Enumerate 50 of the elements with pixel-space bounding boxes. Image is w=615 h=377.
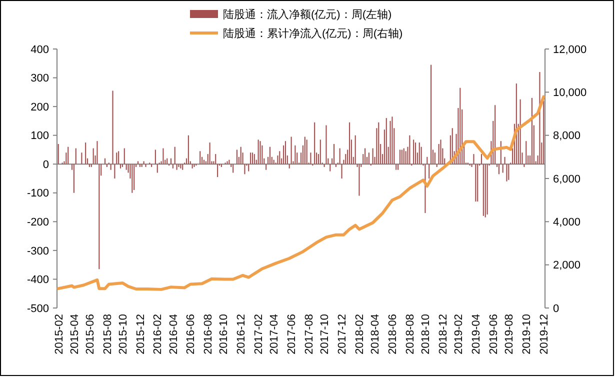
x-tick-label: 2016-08 bbox=[202, 314, 215, 354]
x-tick-label: 2015-04 bbox=[68, 314, 81, 354]
x-tick-label: 2018-02 bbox=[354, 314, 366, 354]
y2-tick-label: 8,000 bbox=[553, 130, 581, 142]
x-tick-label: 2018-12 bbox=[438, 314, 450, 354]
y-tick-label: 200 bbox=[30, 101, 49, 114]
x-tick-label: 2016-10 bbox=[218, 314, 230, 354]
legend-label: 陆股通：累计净流入(亿元)：周(右轴) bbox=[223, 26, 403, 40]
y2-tick-label: 0 bbox=[553, 302, 560, 315]
y-tick-label: -500 bbox=[26, 302, 49, 315]
y-tick-label: 0 bbox=[42, 158, 49, 171]
x-tick-label: 2015-12 bbox=[134, 314, 147, 354]
y2-tick-label: 10,000 bbox=[553, 87, 587, 100]
x-tick-label: 2016-12 bbox=[236, 314, 248, 354]
y-tick-label: 400 bbox=[30, 44, 49, 56]
x-tick-label: 2017-12 bbox=[336, 314, 349, 354]
x-tick-label: 2017-02 bbox=[253, 314, 266, 354]
y2-tick-label: 2,000 bbox=[553, 260, 581, 272]
x-tick-label: 2018-06 bbox=[387, 314, 400, 354]
x-tick-label: 2019-08 bbox=[504, 314, 516, 354]
y2-tick-label: 12,000 bbox=[553, 44, 587, 56]
x-tick-label: 2019-12 bbox=[538, 314, 550, 354]
x-tick-label: 2017-10 bbox=[319, 314, 332, 354]
x-tick-label: 2019-10 bbox=[520, 314, 533, 354]
legend-label: 陆股通：流入净额(亿元)：周(左轴) bbox=[223, 8, 392, 21]
x-tick-label: 2017-08 bbox=[304, 314, 316, 354]
y2-tick-label: 4,000 bbox=[553, 216, 581, 229]
y-tick-label: 300 bbox=[30, 72, 49, 85]
y2-tick-label: 6,000 bbox=[553, 173, 581, 186]
x-tick-label: 2016-02 bbox=[152, 314, 164, 354]
y-tick-label: -200 bbox=[26, 216, 49, 229]
line-series bbox=[56, 95, 546, 291]
x-tick-label: 2016-06 bbox=[185, 314, 198, 354]
y-tick-label: -400 bbox=[26, 274, 49, 286]
y-tick-label: -300 bbox=[26, 245, 49, 258]
x-tick-label: 2017-04 bbox=[268, 314, 281, 354]
x-tick-label: 2015-06 bbox=[84, 314, 96, 354]
x-tick-label: 2019-02 bbox=[453, 314, 466, 354]
y-tick-label: -100 bbox=[26, 188, 49, 200]
x-tick-label: 2017-06 bbox=[286, 314, 298, 354]
x-tick-label: 2016-04 bbox=[168, 314, 180, 354]
x-tick-label: 2019-04 bbox=[470, 314, 483, 354]
y-tick-label: 100 bbox=[30, 130, 49, 142]
x-tick-label: 2019-06 bbox=[488, 314, 500, 354]
x-tick-label: 2018-10 bbox=[420, 314, 432, 354]
x-tick-label: 2018-08 bbox=[404, 314, 417, 354]
x-tick-label: 2015-02 bbox=[53, 314, 66, 354]
x-tick-label: 2015-10 bbox=[117, 314, 130, 354]
x-tick-label: 2015-08 bbox=[102, 314, 114, 354]
x-tick-label: 2018-04 bbox=[370, 314, 382, 354]
